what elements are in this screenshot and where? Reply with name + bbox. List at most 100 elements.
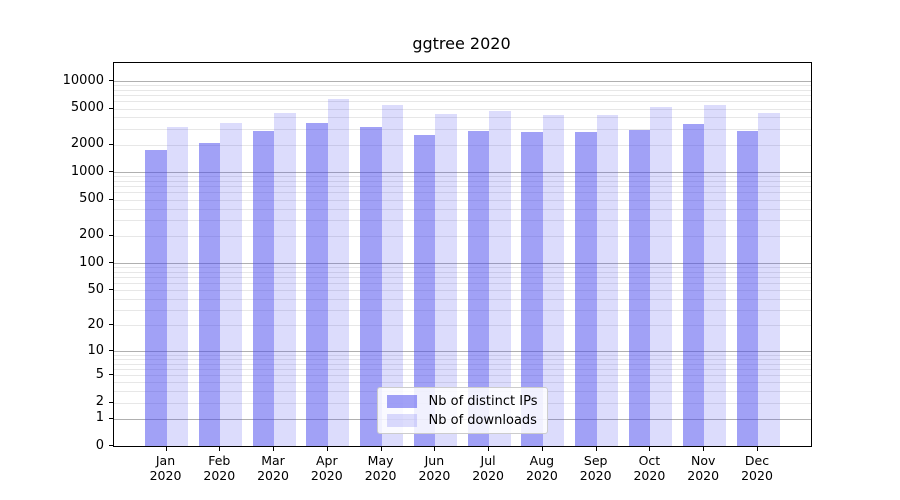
y-tick-label: 1000 <box>70 163 104 179</box>
y-tick-mark <box>109 350 113 351</box>
gridline-minor <box>114 358 811 360</box>
bar-downloads-oct <box>650 106 672 446</box>
bar-downloads-nov <box>704 105 726 446</box>
gridline-major <box>114 172 811 174</box>
gridline-minor <box>114 368 811 370</box>
bar-distinct-ips-dec <box>736 130 758 446</box>
x-tick-mark <box>541 447 543 451</box>
bar-distinct-ips-nov <box>682 123 705 446</box>
gridline-minor <box>114 144 811 146</box>
legend-swatch-downloads <box>386 413 417 427</box>
x-tick-label: Feb 2020 <box>203 453 236 483</box>
y-tick-mark <box>109 445 113 446</box>
y-tick-label: 5 <box>95 366 104 382</box>
x-tick-mark <box>326 447 328 451</box>
x-tick-label: Jul 2020 <box>472 453 504 483</box>
gridline-minor <box>114 176 811 178</box>
x-tick-mark <box>380 447 382 451</box>
x-tick-label: Jan 2020 <box>149 453 182 483</box>
gridline-minor <box>114 128 811 130</box>
bar-distinct-ips-may <box>360 126 382 446</box>
gridline-minor <box>114 354 811 356</box>
legend-swatch-distinct-ips <box>386 394 417 408</box>
x-tick-label: Apr 2020 <box>310 453 343 483</box>
x-tick-label: Sep 2020 <box>579 453 612 483</box>
y-tick-label: 1 <box>95 410 104 425</box>
x-tick-mark <box>434 447 436 451</box>
y-tick-label: 100 <box>79 254 104 270</box>
gridline-minor <box>114 309 811 311</box>
y-tick-mark <box>109 234 113 236</box>
bar-distinct-ips-sep <box>575 132 597 446</box>
bar-distinct-ips-apr <box>306 122 328 446</box>
bar-downloads-jan <box>166 127 188 446</box>
bar-downloads-mar <box>274 113 296 446</box>
bar-distinct-ips-jul <box>467 130 490 446</box>
x-tick-label: Nov 2020 <box>687 453 720 483</box>
y-tick-label: 200 <box>79 227 104 243</box>
gridline-major <box>114 351 811 352</box>
bar-distinct-ips-oct <box>628 130 651 446</box>
bar-downloads-may <box>381 105 404 446</box>
x-tick-label: May 2020 <box>364 453 397 483</box>
gridline-minor <box>114 186 811 188</box>
bar-downloads-dec <box>758 112 780 446</box>
bar-distinct-ips-jan <box>145 150 167 446</box>
y-tick-mark <box>109 374 113 375</box>
gridline-minor <box>114 283 811 285</box>
y-tick-mark <box>109 143 113 145</box>
x-tick-mark <box>219 447 221 451</box>
y-tick-mark <box>109 171 113 173</box>
gridline-minor <box>114 101 811 103</box>
y-tick-mark <box>109 401 113 403</box>
legend-label-distinct-ips: Nb of distinct IPs <box>428 393 538 409</box>
x-tick-mark <box>165 447 167 451</box>
gridline-major <box>114 263 811 265</box>
bar-downloads-aug <box>542 114 565 446</box>
bar-downloads-sep <box>596 114 619 446</box>
chart-title: ggtree 2020 <box>412 34 511 53</box>
gridline-minor <box>114 267 811 269</box>
x-tick-mark <box>757 447 758 451</box>
legend: Nb of distinct IPs Nb of downloads <box>376 387 549 434</box>
bar-downloads-apr <box>327 99 350 446</box>
gridline-minor <box>114 85 811 87</box>
y-tick-mark <box>109 107 113 109</box>
gridline-minor <box>114 108 811 110</box>
x-tick-label: Jun 2020 <box>418 453 451 483</box>
legend-label-downloads: Nb of downloads <box>428 412 537 428</box>
y-tick-mark <box>109 262 113 264</box>
gridline-minor <box>114 199 811 201</box>
gridline-minor <box>114 235 811 237</box>
y-tick-label: 50 <box>87 281 104 297</box>
gridline-minor <box>114 89 811 91</box>
x-tick-label: Dec 2020 <box>741 453 773 483</box>
x-tick-mark <box>595 447 597 451</box>
gridline-minor <box>114 363 811 365</box>
x-tick-mark <box>703 447 705 451</box>
gridline-minor <box>114 382 811 384</box>
legend-item-distinct-ips: Nb of distinct IPs <box>386 393 538 409</box>
y-tick-mark <box>109 198 113 200</box>
plot-area: Nb of distinct IPs Nb of downloads <box>113 62 812 447</box>
bar-downloads-jul <box>489 111 511 446</box>
y-tick-label: 5000 <box>70 100 104 115</box>
gridline-minor <box>114 117 811 119</box>
bar-distinct-ips-feb <box>198 142 221 446</box>
y-tick-mark <box>109 289 113 291</box>
x-tick-label: Oct 2020 <box>633 453 666 483</box>
bar-distinct-ips-jun <box>413 135 436 446</box>
y-tick-label: 2 <box>95 394 104 409</box>
y-tick-mark <box>109 80 113 81</box>
y-tick-label: 20 <box>87 316 104 332</box>
y-tick-mark <box>109 324 113 326</box>
gridline-minor <box>114 271 811 273</box>
gridline-minor <box>114 375 811 376</box>
gridline-minor <box>114 192 811 194</box>
gridline-minor <box>114 277 811 279</box>
gridline-minor <box>114 208 811 210</box>
gridline-minor <box>114 181 811 182</box>
y-tick-label: 0 <box>95 437 104 453</box>
bar-downloads-jun <box>435 114 457 446</box>
